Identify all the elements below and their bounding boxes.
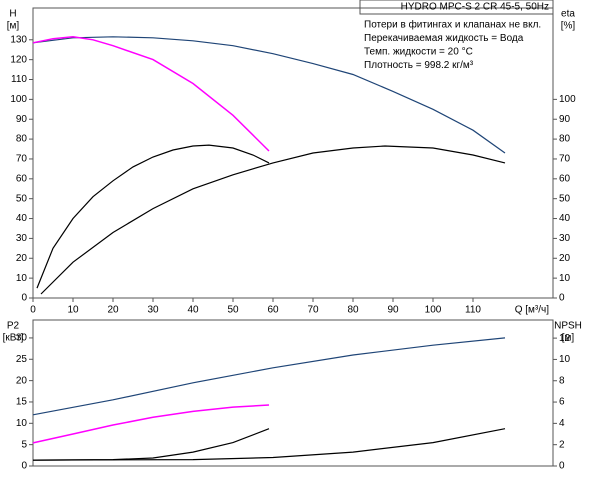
y2-tick-label: 60 (559, 173, 571, 184)
x-axis-label: Q [м³/ч] (515, 305, 550, 316)
y-tick-label: 70 (16, 154, 28, 165)
y-tick-label: 110 (11, 74, 27, 85)
y2-axis-label: [м] (562, 333, 575, 344)
y2-axis-label: NPSH (554, 321, 582, 332)
curve (32, 36, 270, 152)
y2-tick-label: 6 (559, 397, 565, 408)
y2-tick-label: 40 (559, 213, 571, 224)
curve (36, 144, 270, 289)
x-tick-label: 50 (227, 305, 239, 316)
y2-tick-label: 100 (559, 94, 576, 105)
y2-tick-label: 50 (559, 193, 571, 204)
y-tick-label: 50 (16, 193, 28, 204)
note: Плотность = 998.2 кг/м³ (364, 60, 474, 71)
y-axis-label: [кВт] (3, 333, 24, 344)
y2-axis-label: eta (561, 9, 575, 20)
y-tick-label: 5 (21, 439, 27, 450)
curve (32, 428, 506, 461)
curve (32, 337, 506, 416)
x-tick-label: 110 (465, 305, 481, 316)
chart-title: HYDRO MPC-S 2 CR 45-5, 50Hz (401, 2, 549, 13)
note: Перекачиваемая жидкость = Вода (364, 33, 524, 44)
y2-axis-label: [%] (561, 21, 576, 32)
x-tick-label: 70 (307, 305, 319, 316)
x-tick-label: 90 (387, 305, 399, 316)
y-axis-label: P2 (7, 321, 20, 332)
y2-tick-label: 12 (559, 333, 571, 344)
y2-tick-label: 2 (559, 439, 565, 450)
y2-tick-label: 20 (559, 253, 571, 264)
y2-tick-label: 90 (559, 114, 571, 125)
y-tick-label: 80 (16, 134, 28, 145)
y-tick-label: 15 (16, 397, 28, 408)
y2-tick-label: 0 (559, 293, 565, 304)
y-tick-label: 25 (16, 354, 28, 365)
y2-tick-label: 10 (559, 354, 571, 365)
y2-tick-label: 70 (559, 154, 571, 165)
plot-frame (32, 7, 554, 299)
x-tick-label: 60 (267, 305, 279, 316)
y-tick-label: 130 (10, 34, 27, 45)
title-box (359, 0, 554, 15)
y-tick-label: 20 (16, 253, 28, 264)
y-tick-label: 30 (16, 233, 28, 244)
x-tick-label: 20 (107, 305, 119, 316)
curve (40, 145, 506, 295)
y2-tick-label: 10 (559, 273, 571, 284)
y-tick-label: 10 (16, 418, 28, 429)
curve (32, 428, 270, 461)
y-tick-label: 10 (16, 273, 28, 284)
curve (32, 404, 270, 444)
y-tick-label: 120 (10, 54, 27, 65)
x-tick-label: 10 (67, 305, 79, 316)
y-axis-label: H (9, 9, 16, 20)
y-tick-label: 60 (16, 173, 28, 184)
curve (32, 36, 506, 154)
x-tick-label: 40 (187, 305, 199, 316)
note: Потери в фитингах и клапанах не вкл. (364, 19, 541, 31)
y-tick-label: 30 (16, 333, 28, 344)
note: Темп. жидкости = 20 °C (364, 47, 473, 58)
x-tick-label: 0 (30, 305, 36, 316)
x-tick-label: 80 (347, 305, 359, 316)
y-tick-label: 20 (16, 375, 28, 386)
y-tick-label: 0 (21, 461, 27, 472)
y2-tick-label: 0 (559, 461, 565, 472)
x-tick-label: 30 (147, 305, 159, 316)
plot-frame (32, 319, 554, 467)
y2-tick-label: 30 (559, 233, 571, 244)
y-tick-label: 100 (10, 94, 27, 105)
y-tick-label: 0 (21, 293, 27, 304)
y2-tick-label: 8 (559, 375, 565, 386)
y-axis-label: [м] (7, 21, 20, 32)
y2-tick-label: 4 (559, 418, 565, 429)
y-tick-label: 40 (16, 213, 28, 224)
x-tick-label: 100 (425, 305, 442, 316)
y2-tick-label: 80 (559, 134, 571, 145)
y-tick-label: 90 (16, 114, 28, 125)
